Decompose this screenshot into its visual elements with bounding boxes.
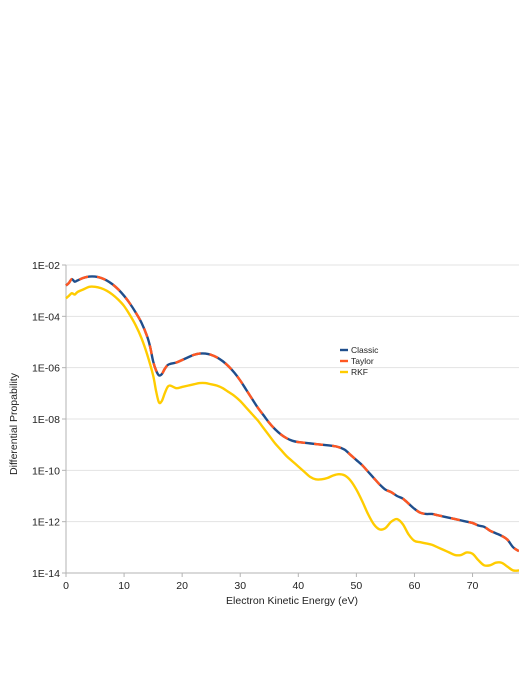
y-tick-label: 1E-06 [32,363,60,375]
series-line-taylor [65,275,519,553]
legend-label-taylor: Taylor [351,356,374,366]
x-tick-label: 60 [409,580,421,592]
x-tick-label: 10 [118,580,130,592]
legend-label-classic: Classic [351,345,379,355]
axes [62,264,519,577]
series-line-classic [65,275,519,553]
legend-label-rkf: RKF [351,367,368,377]
y-tick-label: 1E-10 [32,465,60,477]
x-tick-label: 20 [176,580,188,592]
series-lines [65,275,519,572]
y-tick-label: 1E-02 [32,260,60,272]
x-tick-label: 0 [63,580,69,592]
y-axis-title: Differential Propability [8,372,20,475]
x-tick-label: 70 [467,580,479,592]
x-tick-label: 40 [292,580,304,592]
tick-labels: 1E-02 1E-04 1E-06 1E-08 1E-10 1E-12 1E-140 10 20… [32,260,479,592]
y-tick-label: 1E-14 [32,568,60,580]
y-tick-label: 1E-04 [32,311,60,323]
y-tick-label: 1E-12 [32,517,60,529]
x-tick-label: 30 [234,580,246,592]
series-line-rkf [65,285,519,572]
y-tick-label: 1E-08 [32,414,60,426]
x-tick-label: 50 [351,580,363,592]
x-axis-title: Electron Kinetic Energy (eV) [226,595,358,607]
